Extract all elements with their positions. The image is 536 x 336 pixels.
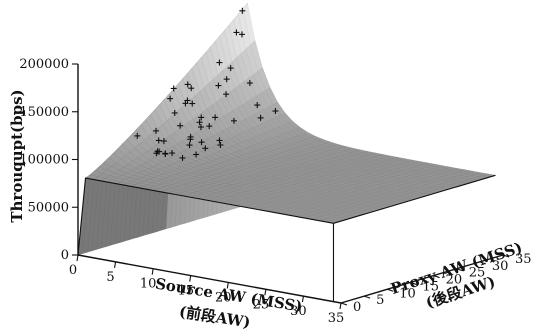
- y-tick: [363, 295, 371, 299]
- y-tick: [387, 288, 394, 292]
- x-tick-label: 25: [253, 297, 270, 312]
- x-tick-label: 30: [290, 304, 307, 319]
- y-tick-label: 5: [376, 293, 384, 308]
- z-tick-label: 100000: [19, 153, 69, 168]
- y-axis-line: [340, 254, 504, 304]
- y-tick-label: 20: [446, 273, 463, 288]
- surface-side-edge: [333, 174, 496, 224]
- y-tick-label: 25: [469, 266, 486, 281]
- x-tick: [264, 289, 267, 296]
- x-tick: [226, 282, 229, 289]
- axes-layer: [72, 63, 510, 310]
- y-tick: [479, 261, 487, 265]
- y-tick: [433, 275, 440, 279]
- x-tick: [189, 275, 192, 282]
- x-tick-label: 15: [177, 284, 194, 299]
- y-tick-label: 0: [353, 300, 361, 315]
- y-tick-label: 35: [515, 252, 532, 267]
- x-axis-line: [77, 254, 342, 304]
- x-tick-label: 10: [140, 277, 157, 292]
- y-tick: [410, 281, 417, 285]
- x-tick-label: 35: [328, 311, 345, 326]
- y-tick: [456, 268, 463, 272]
- x-tick: [301, 296, 304, 303]
- x-axis-subtitle: (前段AW): [178, 303, 252, 332]
- y-tick-label: 30: [492, 259, 509, 274]
- y-tick-label: 10: [399, 286, 416, 301]
- x-tick: [151, 268, 154, 275]
- x-tick-label: 5: [106, 270, 114, 285]
- x-tick: [339, 302, 342, 310]
- x-tick-label: 0: [69, 263, 77, 278]
- y-tick: [502, 254, 510, 258]
- surface-front-edge: [77, 177, 334, 256]
- surface-layer: [77, 2, 496, 302]
- y-tick: [340, 302, 348, 306]
- z-axis-title: Throuqupt(bps): [8, 89, 26, 222]
- x-tick-label: 20: [215, 290, 232, 305]
- z-tick-label: 150000: [19, 105, 69, 120]
- z-tick-label: 200000: [19, 57, 69, 72]
- x-tick: [76, 254, 79, 262]
- z-tick-label: 50000: [28, 200, 69, 215]
- y-tick-label: 15: [422, 279, 439, 294]
- marker-layer: [134, 7, 279, 161]
- x-tick: [114, 261, 117, 268]
- z-tick-label: 0: [61, 248, 69, 263]
